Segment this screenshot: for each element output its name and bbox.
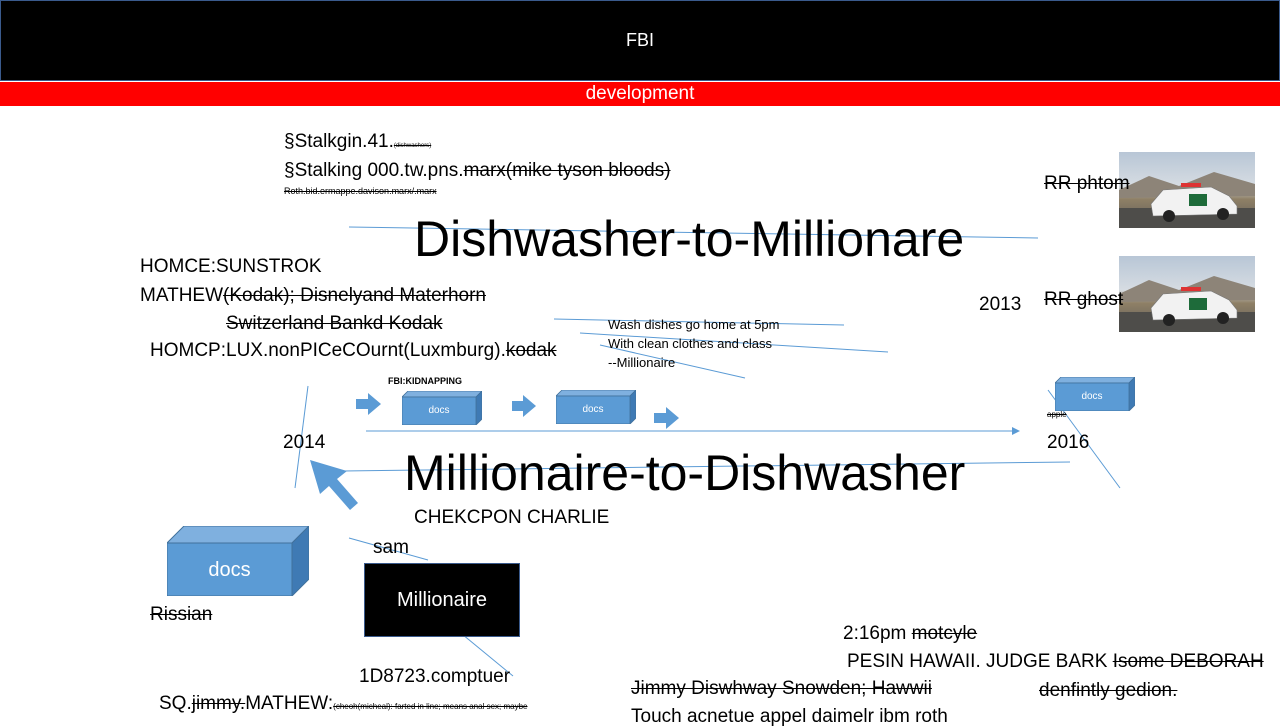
stalking-note-1: §Stalkgin.41.(dishwashers) (284, 131, 432, 152)
docs-label: docs (1081, 391, 1103, 402)
diagonal-arrow-icon (310, 460, 358, 510)
touch-note: Touch acnetue appel daimelr ibm roth (631, 706, 948, 727)
car-image-phantom (1119, 152, 1255, 228)
computer-note: 1D8723.comptuer (359, 666, 511, 687)
rissian-label: Rissian (150, 604, 213, 625)
denfintly-note: denfintly gedion. (1039, 680, 1178, 701)
docs-box-large: docs (165, 524, 311, 598)
headline-millionaire-to-dishwasher: Millionaire-to-Dishwasher (404, 445, 966, 501)
jimmy-note: Jimmy Diswhway Snowden; Hawwii (631, 678, 932, 699)
wash-note-line-2: With clean clothes and class (608, 336, 773, 351)
sam-label: sam (373, 537, 409, 558)
millionaire-label: Millionaire (396, 588, 488, 611)
mathew-note: MATHEW(Kodak); Disnelyand Materhorn (140, 285, 486, 306)
subtitle-bar: development (0, 82, 1280, 106)
headline-dishwasher-to-millionare: Dishwasher-to-Millionare (414, 211, 965, 267)
stalking-note-2: §Stalking 000.tw.pns.marx(mike tyson blo… (284, 160, 671, 181)
wash-note-line-1: Wash dishes go home at 5pm (608, 317, 780, 332)
docs-label: docs (582, 404, 604, 415)
stalking-note-3: Roth.bid.ermappe.davison.marx/.marx (284, 186, 437, 196)
kidnapping-label: FBI:KIDNAPPING (388, 376, 462, 386)
right-arrow-icon (356, 393, 381, 415)
right-arrow-icon (654, 407, 679, 429)
wash-note-line-3: --Millionaire (608, 355, 676, 370)
time-note: 2:16pm motcyle (843, 623, 978, 644)
homce-note: HOMCE:SUNSTROK (140, 256, 322, 277)
switzerland-note: Switzerland Bankd Kodak (226, 313, 443, 334)
car-label-ghost: RR ghost (1044, 289, 1124, 310)
page-subtitle: development (585, 83, 695, 104)
year-2013: 2013 (979, 294, 1022, 315)
apple-label: apple (1047, 410, 1067, 419)
sq-note: SQ.jimmy.MATHEW:(cheoh(micheal): farted … (159, 693, 528, 714)
year-2014: 2014 (283, 432, 326, 453)
right-arrow-icon (512, 395, 536, 417)
car-label-phantom: RR phtom (1044, 173, 1130, 194)
car-image-ghost (1119, 256, 1255, 332)
title-bar: FBI (0, 0, 1280, 81)
docs-label: docs (208, 559, 251, 581)
pesin-note: PESIN HAWAII. JUDGE BARK Isome DEBORAH (847, 651, 1264, 672)
docs-box: docs (555, 389, 637, 425)
page-title: FBI (625, 30, 654, 50)
docs-box: docs (401, 390, 483, 426)
docs-label: docs (428, 405, 450, 416)
millionaire-box: Millionaire (364, 563, 520, 637)
year-2016: 2016 (1047, 432, 1090, 453)
docs-box: docs (1054, 376, 1136, 412)
homcp-note: HOMCP:LUX.nonPICeCOurnt(Luxmburg).kodak (150, 340, 557, 361)
checkpoint-label: CHEKCPON CHARLIE (414, 507, 610, 528)
